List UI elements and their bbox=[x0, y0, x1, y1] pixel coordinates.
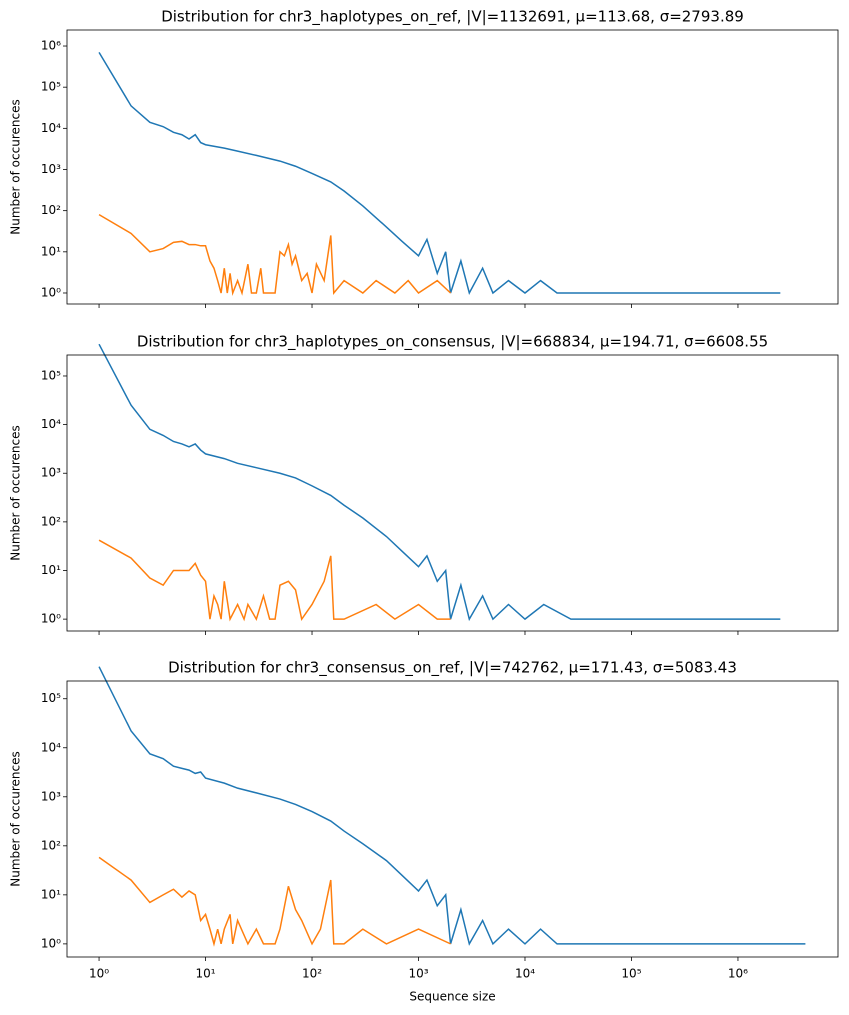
y-tick-label: 10¹ bbox=[41, 887, 61, 901]
y-tick-label: 10¹ bbox=[41, 244, 61, 258]
x-tick-label: 10⁵ bbox=[621, 967, 641, 981]
y-axis-label: Number of occurences bbox=[9, 425, 23, 560]
plot-frame bbox=[66, 680, 839, 958]
x-tick-label: 10⁰ bbox=[89, 967, 109, 981]
y-tick-label: 10⁴ bbox=[41, 121, 61, 135]
plot-frame bbox=[66, 29, 839, 305]
x-tick-label: 10¹ bbox=[195, 967, 215, 981]
x-tick-label: 10² bbox=[302, 967, 322, 981]
x-tick-label: 10⁶ bbox=[728, 967, 748, 981]
y-tick-label: 10³ bbox=[41, 162, 61, 176]
data-line bbox=[98, 856, 451, 947]
x-axis-label: Sequence size bbox=[409, 990, 495, 1004]
data-line bbox=[98, 539, 451, 622]
x-tick-label: 10³ bbox=[408, 967, 428, 981]
y-tick-label: 10⁴ bbox=[41, 417, 61, 431]
data-line bbox=[98, 52, 781, 296]
y-tick-label: 10² bbox=[41, 514, 61, 528]
y-axis-label: Number of occurences bbox=[9, 751, 23, 886]
y-tick-label: 10³ bbox=[41, 466, 61, 480]
x-tick-label: 10⁴ bbox=[515, 967, 535, 981]
y-tick-label: 10⁴ bbox=[41, 740, 61, 754]
y-tick-label: 10⁵ bbox=[41, 691, 61, 705]
data-line bbox=[98, 214, 452, 296]
y-tick-label: 10⁵ bbox=[41, 368, 61, 382]
y-tick-label: 10⁵ bbox=[41, 80, 61, 94]
chart-title: Distribution for chr3_haplotypes_on_cons… bbox=[137, 333, 768, 352]
data-line bbox=[98, 666, 806, 946]
data-line bbox=[98, 343, 781, 622]
y-tick-label: 10⁰ bbox=[41, 285, 61, 299]
chart-title: Distribution for chr3_consensus_on_ref, … bbox=[168, 659, 737, 678]
plot-frame bbox=[66, 354, 839, 632]
y-tick-label: 10⁰ bbox=[41, 936, 61, 950]
y-tick-label: 10⁰ bbox=[41, 612, 61, 626]
y-tick-label: 10² bbox=[41, 203, 61, 217]
y-tick-label: 10⁶ bbox=[41, 39, 61, 53]
y-tick-label: 10² bbox=[41, 838, 61, 852]
y-axis-label: Number of occurences bbox=[9, 99, 23, 234]
y-tick-label: 10¹ bbox=[41, 563, 61, 577]
chart-title: Distribution for chr3_haplotypes_on_ref,… bbox=[161, 8, 744, 27]
y-tick-label: 10³ bbox=[41, 789, 61, 803]
